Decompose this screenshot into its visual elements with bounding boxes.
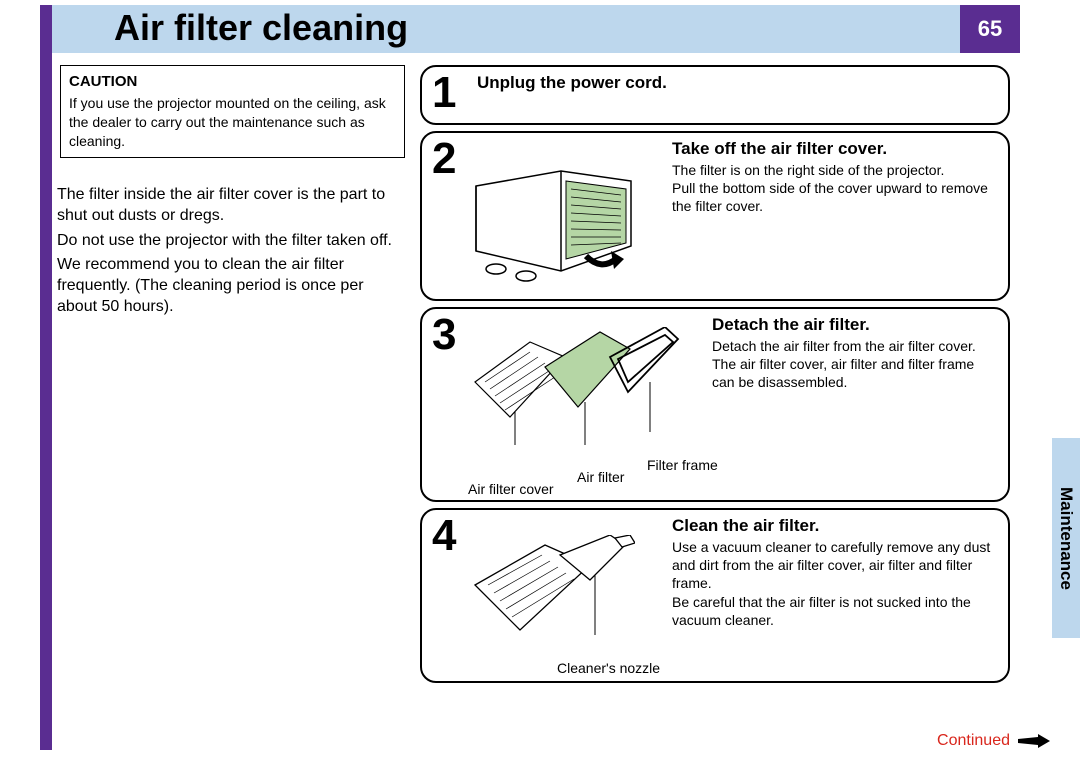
caution-heading: CAUTION xyxy=(69,72,396,92)
step-2-desc1: The filter is on the right side of the p… xyxy=(672,161,998,179)
step-4-desc2: Be careful that the air filter is not su… xyxy=(672,593,998,629)
intro-p2: Do not use the projector with the filter… xyxy=(57,231,407,252)
projector-illustration xyxy=(466,151,641,291)
filter-parts-illustration xyxy=(470,327,680,472)
label-cleaners-nozzle: Cleaner's nozzle xyxy=(557,660,660,676)
step-1-number: 1 xyxy=(432,71,472,115)
caution-box: CAUTION If you use the projector mounted… xyxy=(60,65,405,158)
step-3-desc2: The air filter cover, air filter and fil… xyxy=(712,355,998,391)
intro-p3: We recommend you to clean the air filter… xyxy=(57,255,407,317)
step-2-desc2: Pull the bottom side of the cover upward… xyxy=(672,179,998,215)
steps-column: 1 Unplug the power cord. 2 xyxy=(420,65,1010,689)
step-1-title: Unplug the power cord. xyxy=(477,73,998,93)
step-2-title: Take off the air filter cover. xyxy=(672,139,998,159)
label-filter-frame: Filter frame xyxy=(647,457,718,473)
step-4-number: 4 xyxy=(432,514,472,673)
caution-body: If you use the projector mounted on the … xyxy=(69,94,396,151)
cleaning-illustration xyxy=(470,535,635,655)
continued-label: Continued xyxy=(937,732,1010,750)
step-3: 3 xyxy=(420,307,1010,502)
step-4-title: Clean the air filter. xyxy=(672,516,998,536)
step-4-desc1: Use a vacuum cleaner to carefully remove… xyxy=(672,538,998,593)
intro-text: The filter inside the air filter cover i… xyxy=(57,185,407,322)
section-tab-label: Maintenance xyxy=(1056,487,1076,590)
page-number: 65 xyxy=(960,5,1020,53)
label-air-filter-cover: Air filter cover xyxy=(468,481,554,497)
step-1: 1 Unplug the power cord. xyxy=(420,65,1010,125)
step-3-title: Detach the air filter. xyxy=(712,315,998,335)
left-accent-bar xyxy=(40,5,52,750)
step-3-desc1: Detach the air filter from the air filte… xyxy=(712,337,998,355)
title-bar: Air filter cleaning 65 xyxy=(52,5,1020,53)
step-4: 4 xyxy=(420,508,1010,683)
section-tab: Maintenance xyxy=(1052,438,1080,638)
label-air-filter: Air filter xyxy=(577,469,624,485)
step-2: 2 xyxy=(420,131,1010,301)
page-title: Air filter cleaning xyxy=(114,7,408,49)
intro-p1: The filter inside the air filter cover i… xyxy=(57,185,407,227)
continued-arrow-icon xyxy=(1018,734,1050,748)
step-3-number: 3 xyxy=(432,313,472,492)
